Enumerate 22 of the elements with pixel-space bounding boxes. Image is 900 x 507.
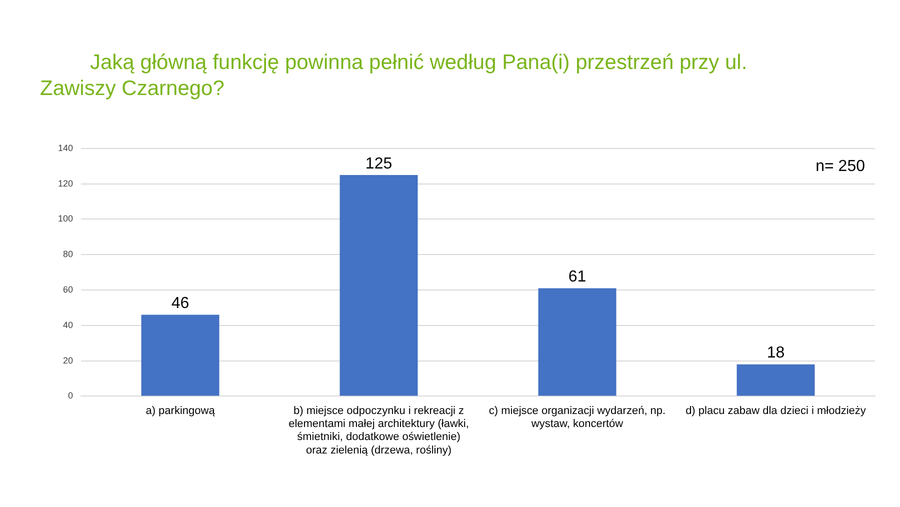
y-tick-label: 0 <box>68 390 74 401</box>
data-label: 46 <box>171 295 190 312</box>
y-tick-label: 120 <box>58 178 74 188</box>
y-tick-label: 60 <box>63 284 74 294</box>
annotation: n= 250 <box>816 158 866 175</box>
bar <box>736 364 815 396</box>
bar <box>141 314 220 396</box>
bar <box>340 174 418 396</box>
y-tick-label: 40 <box>63 320 74 330</box>
x-tick-label: b) miejsce odpoczynku i rekreacji z elementami małej architektury (ławki, śmietniki, dodatkowe oświetlenie) oraz zielenią (drzewa, rośliny) <box>288 404 469 456</box>
data-label: 18 <box>766 344 785 362</box>
y-tick-label: 20 <box>63 355 74 366</box>
bar <box>538 288 616 396</box>
data-label: 61 <box>568 268 586 286</box>
y-tick-label: 80 <box>63 249 74 260</box>
x-tick-label: c) miejsce organizacji wydarzeń, np. wystaw, koncertów <box>488 404 666 430</box>
x-tick-label: d) placu zabaw dla dzieci i młodzieży <box>686 404 866 417</box>
x-tick-label: a) parkingową <box>146 404 216 417</box>
y-tick-label: 140 <box>58 142 74 153</box>
chart-title: Jaką główną funkcję powinna pełnić według Pana(i) przestrzeń przy ul. Zawiszy Czarnego? <box>40 50 748 102</box>
y-tick-label: 100 <box>58 214 74 224</box>
data-label: 125 <box>365 155 392 172</box>
